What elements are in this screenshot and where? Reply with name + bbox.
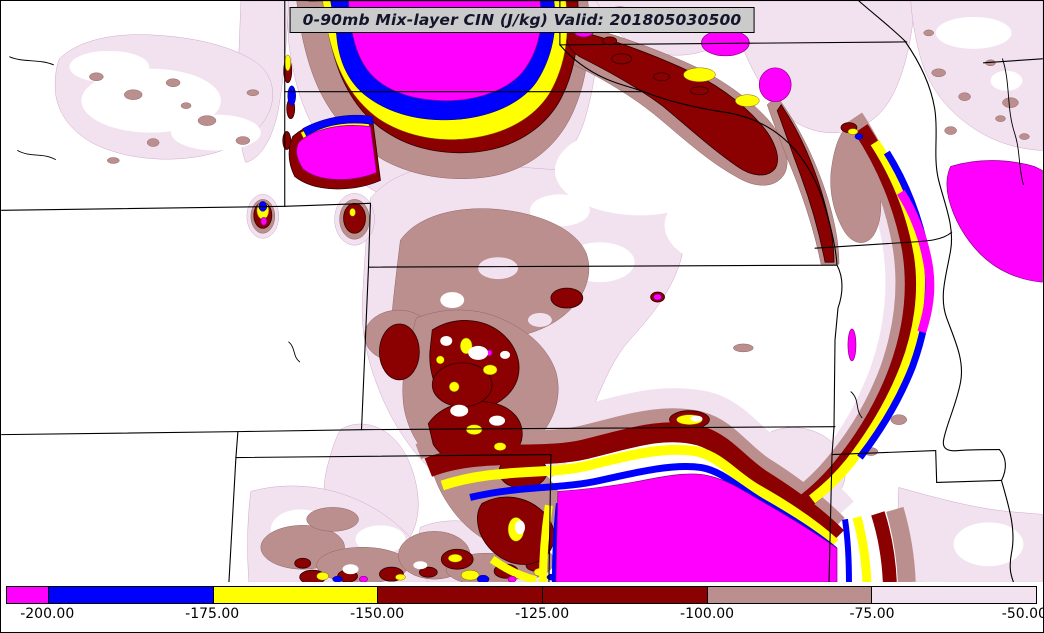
colorbar-segment-6 [706,587,872,603]
colorbar-segment-1 [7,587,48,603]
state-borders [1,1,1043,583]
colorbar-tick-label: -100.00 [680,606,735,622]
colorbar-tick-label: -125.00 [515,606,570,622]
colorbar-bar [6,586,1037,604]
colorbar-segment-4 [377,587,542,603]
colorbar-tick-label: -200.00 [20,606,75,622]
colorbar-tick-label: -75.00 [849,606,895,622]
colorbar-segment-2 [47,587,213,603]
colorbar-labels: -200.00 -175.00 -150.00 -125.00 -100.00 -75.0… [6,606,1043,628]
rivers [9,56,1024,419]
contour-flecks-pale-pink [478,257,552,327]
map-title: 0-90mb Mix-layer CIN (J/kg) Valid: 20180… [289,7,755,33]
colorbar-tick-label: -150.00 [350,606,405,622]
colorbar-tick-label: -175.00 [185,606,240,622]
contour-flecks-white [342,292,703,575]
contour-band-magenta [896,190,935,334]
map-title-text: 0-90mb Mix-layer CIN (J/kg) Valid: 20180… [302,11,742,29]
colorbar-segment-7 [871,587,1037,603]
colorbar-segment-5 [541,587,707,603]
colorbar-segment-3 [212,587,378,603]
colorbar-area: -200.00 -175.00 -150.00 -125.00 -100.00 -75.0… [1,582,1043,632]
colorbar-tick-label: -50.00 [1001,606,1044,622]
